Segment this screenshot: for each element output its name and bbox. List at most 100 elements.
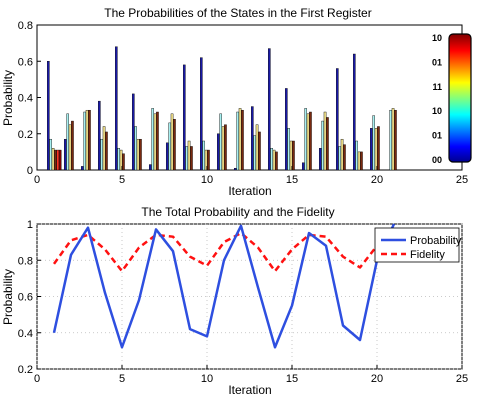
bar [355, 140, 358, 171]
x-tick-label: 0 [34, 373, 40, 385]
legend-box [374, 227, 460, 263]
bottom-chart-title: The Total Probability and the Fidelity [141, 205, 334, 219]
bar [233, 167, 237, 171]
top-bars [47, 46, 397, 171]
y-tick-label: 0.6 [18, 56, 33, 68]
bar [272, 149, 276, 171]
x-tick-label: 10 [201, 373, 213, 385]
bar [389, 109, 392, 171]
bar [343, 144, 346, 171]
y-tick-label: 1 [27, 219, 33, 231]
bar [285, 88, 288, 171]
bar [170, 113, 174, 171]
y-tick-label: 0.2 [18, 129, 33, 141]
bar [253, 135, 256, 171]
bar [377, 126, 380, 171]
bar [97, 100, 101, 171]
x-tick-label: 5 [119, 373, 125, 385]
bar [394, 109, 397, 171]
bar [168, 122, 171, 171]
y-tick-label: 0.4 [18, 328, 33, 340]
bar [219, 113, 222, 171]
bar [71, 120, 74, 171]
x-tick-label: 20 [371, 373, 383, 385]
bar [372, 115, 375, 171]
x-tick-label: 10 [201, 174, 213, 186]
bar [292, 140, 295, 171]
colorbar-tick-label: 10 [432, 106, 442, 116]
bar [105, 131, 108, 171]
bar [80, 166, 84, 171]
y-tick-label: 0.6 [18, 292, 33, 304]
bar [302, 162, 305, 171]
series-line-probability [52, 223, 396, 349]
bar [136, 138, 140, 171]
bar [68, 124, 72, 171]
bar [56, 149, 60, 171]
colorbar-ticks: 10 01 11 10 01 00 [432, 33, 442, 165]
x-tick-label: 15 [286, 174, 298, 186]
colorbar-tick-label: 01 [432, 131, 442, 141]
bar [258, 131, 261, 171]
series-line-fidelity [52, 231, 395, 273]
bar [102, 126, 106, 171]
bar [336, 68, 339, 171]
top-chart: The Probabilities of the States in the F… [1, 6, 472, 198]
bar [236, 111, 239, 171]
top-y-axis-label: Probability [1, 70, 15, 126]
bar [357, 151, 361, 171]
bar [306, 113, 310, 171]
x-tick-label: 25 [456, 174, 468, 186]
bar [374, 128, 378, 171]
bar [207, 149, 210, 171]
bar [151, 108, 154, 171]
bar [182, 64, 186, 171]
bar [268, 48, 271, 171]
bar [224, 124, 227, 171]
legend-label-probability: Probability [410, 235, 462, 247]
bar [100, 138, 103, 171]
legend-label-fidelity: Fidelity [410, 249, 445, 261]
bottom-y-axis-label: Probability [1, 269, 15, 325]
bar [270, 148, 273, 171]
bottom-x-axis-label: Iteration [228, 383, 271, 397]
bottom-x-ticks: 0 5 10 15 20 25 [34, 365, 468, 385]
bar [173, 119, 176, 171]
bar [156, 111, 159, 171]
bar [353, 53, 356, 171]
bar [326, 117, 329, 171]
x-tick-label: 0 [34, 174, 40, 186]
bar [139, 138, 142, 171]
top-y-ticks: 0 0.2 0.4 0.6 0.8 [18, 20, 41, 177]
bar [287, 128, 290, 171]
bar [304, 108, 307, 171]
x-tick-label: 25 [456, 373, 468, 385]
colorbar-tick-label: 01 [432, 57, 442, 67]
bar [255, 124, 259, 171]
bar [190, 146, 193, 171]
bar [289, 140, 293, 171]
bar [250, 106, 254, 171]
bar [241, 109, 244, 171]
bar [370, 128, 373, 171]
top-x-ticks: 0 5 10 15 20 25 [34, 166, 468, 186]
bar [360, 151, 363, 171]
y-tick-label: 0.8 [18, 20, 33, 32]
colorbar-tick-label: 10 [432, 33, 442, 43]
bar [117, 148, 120, 171]
bar [51, 148, 55, 171]
bar [187, 140, 191, 171]
bar [319, 148, 322, 171]
x-tick-label: 20 [371, 174, 383, 186]
bar [165, 142, 169, 171]
bar [199, 57, 203, 171]
bar [309, 111, 312, 171]
bar [49, 138, 52, 171]
bottom-y-ticks: 0.2 0.4 0.6 0.8 1 [18, 219, 41, 376]
x-tick-label: 15 [286, 373, 298, 385]
y-tick-label: 0.2 [18, 364, 33, 376]
bar [66, 113, 69, 171]
top-chart-title: The Probabilities of the States in the F… [104, 6, 371, 20]
bar [148, 164, 152, 171]
